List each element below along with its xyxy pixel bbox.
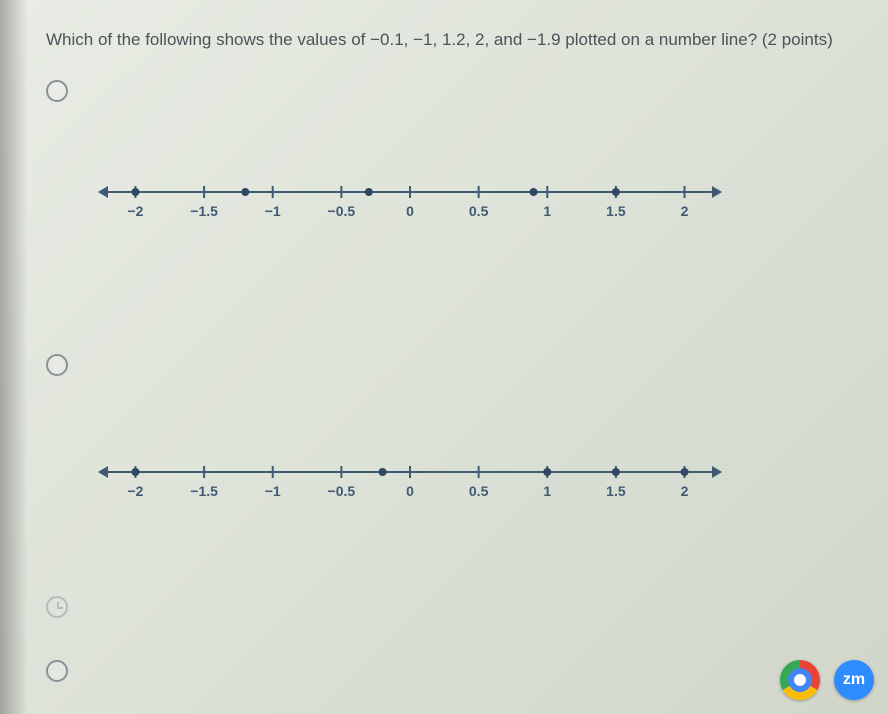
- history-icon[interactable]: [46, 596, 68, 618]
- svg-text:1.5: 1.5: [606, 483, 626, 499]
- svg-text:−1: −1: [265, 203, 281, 219]
- number-line-option: −2 −1.5 −1 −0.5 0 0.5 1 1.5 2: [90, 170, 730, 240]
- svg-text:−2: −2: [127, 203, 143, 219]
- svg-text:0: 0: [406, 483, 414, 499]
- number-line-option: −2 −1.5 −1 −0.5 0 0.5 1 1.5 2: [90, 450, 730, 520]
- left-shadow: [0, 0, 28, 714]
- svg-text:−2: −2: [127, 483, 143, 499]
- svg-text:2: 2: [681, 203, 689, 219]
- svg-text:−1.5: −1.5: [190, 203, 218, 219]
- svg-text:0.5: 0.5: [469, 203, 489, 219]
- taskbar-icons: zm: [780, 660, 874, 700]
- plotted-point: [681, 468, 689, 476]
- svg-text:0.5: 0.5: [469, 483, 489, 499]
- svg-text:2: 2: [681, 483, 689, 499]
- svg-text:−1.5: −1.5: [190, 483, 218, 499]
- question-text: Which of the following shows the values …: [46, 28, 868, 52]
- plotted-point: [365, 188, 373, 196]
- answer-radio[interactable]: [46, 80, 68, 102]
- svg-text:1: 1: [543, 483, 551, 499]
- plotted-point: [379, 468, 387, 476]
- plotted-point: [612, 188, 620, 196]
- zoom-icon[interactable]: zm: [834, 660, 874, 700]
- svg-text:−0.5: −0.5: [328, 483, 356, 499]
- answer-radio[interactable]: [46, 354, 68, 376]
- number-line: −2 −1.5 −1 −0.5 0 0.5 1 1.5 2: [90, 170, 730, 240]
- svg-text:1: 1: [543, 203, 551, 219]
- plotted-point: [241, 188, 249, 196]
- plotted-point: [530, 188, 538, 196]
- plotted-point: [543, 468, 551, 476]
- plotted-point: [131, 188, 139, 196]
- answer-radio[interactable]: [46, 660, 68, 682]
- svg-text:−1: −1: [265, 483, 281, 499]
- svg-text:1.5: 1.5: [606, 203, 626, 219]
- number-line: −2 −1.5 −1 −0.5 0 0.5 1 1.5 2: [90, 450, 730, 520]
- plotted-point: [131, 468, 139, 476]
- chrome-icon[interactable]: [780, 660, 820, 700]
- plotted-point: [612, 468, 620, 476]
- svg-text:−0.5: −0.5: [328, 203, 356, 219]
- svg-text:0: 0: [406, 203, 414, 219]
